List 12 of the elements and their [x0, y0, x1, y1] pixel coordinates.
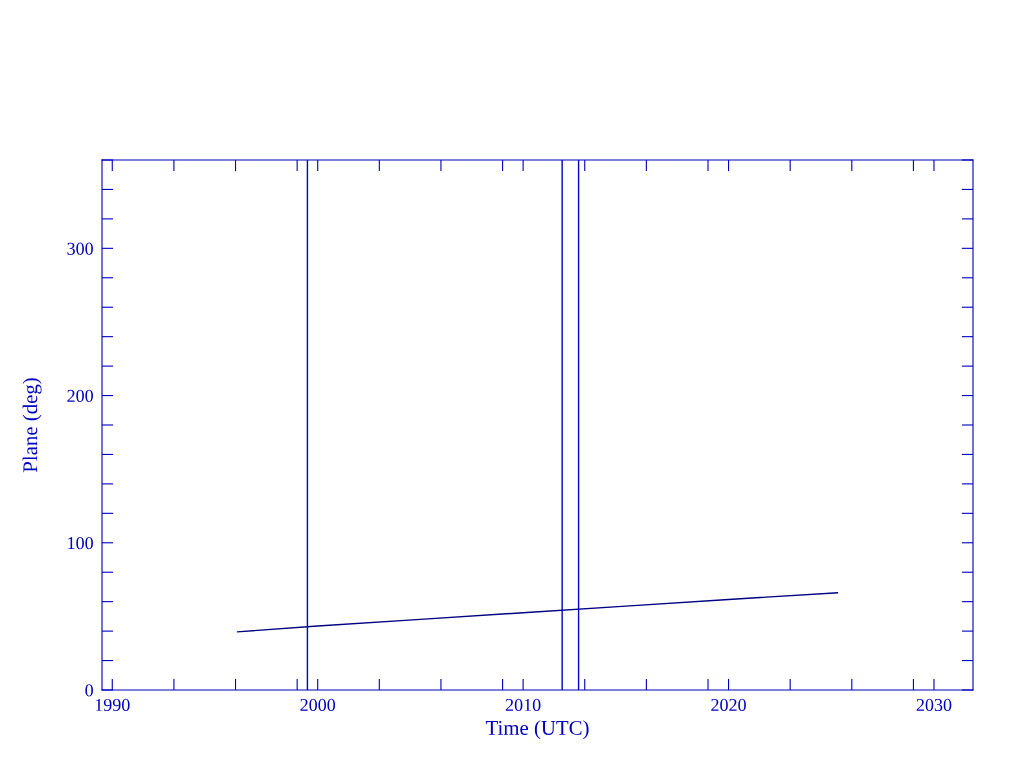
y-axis-title: Plane (deg)	[22, 378, 42, 473]
x-tick-label: 1990	[95, 698, 130, 712]
x-tick-label: 2020	[711, 698, 746, 712]
x-tick-label: 2030	[916, 698, 952, 712]
y-tick-label: 300	[67, 242, 93, 255]
y-tick-label: 0	[85, 684, 93, 697]
x-tick-label: 2000	[300, 698, 336, 712]
x-axis-title: Time (UTC)	[485, 720, 589, 740]
y-tick-label: 200	[67, 389, 93, 402]
line-series	[236, 592, 839, 633]
y-tick-label: 100	[68, 537, 93, 550]
x-tick-label: 2010	[505, 698, 541, 712]
